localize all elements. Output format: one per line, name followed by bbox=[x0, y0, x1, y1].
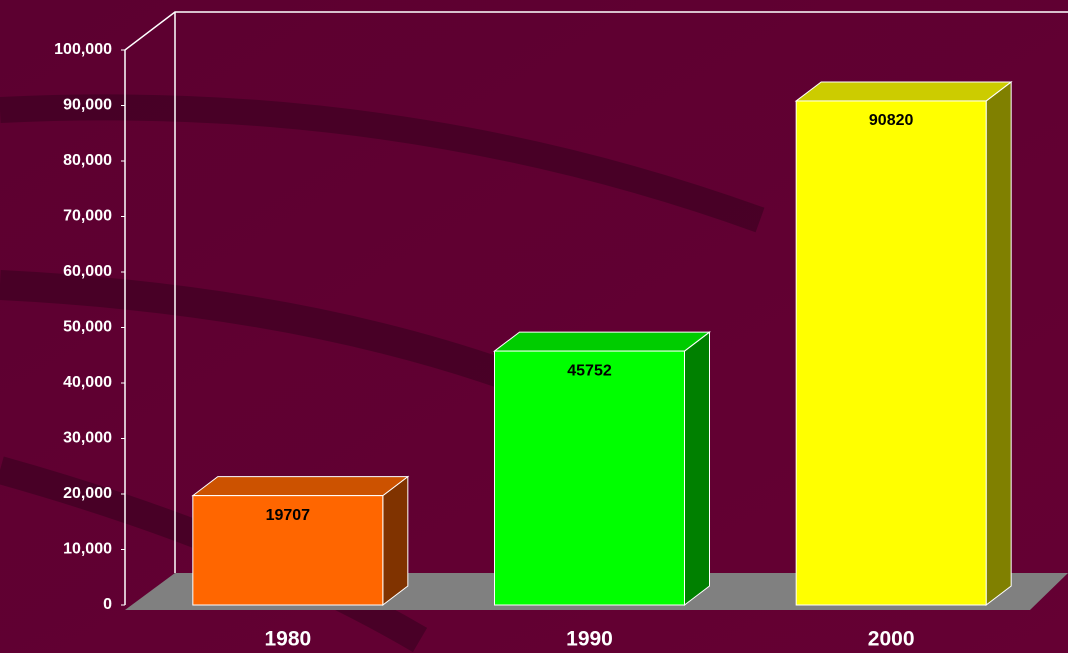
bar bbox=[494, 350, 685, 606]
y-tick-label: 10,000 bbox=[63, 541, 112, 558]
y-tick-label: 80,000 bbox=[63, 152, 112, 169]
y-tick-label: 50,000 bbox=[63, 319, 112, 336]
bar-side bbox=[684, 331, 710, 607]
bar-top bbox=[493, 331, 711, 352]
y-tick-label: 60,000 bbox=[63, 263, 112, 280]
y-tick-label: 100,000 bbox=[54, 41, 112, 58]
bar bbox=[192, 495, 384, 606]
swoosh bbox=[0, 270, 526, 395]
value-label: 90820 bbox=[869, 112, 914, 129]
x-tick-label: 2000 bbox=[868, 628, 915, 651]
x-tick-label: 1990 bbox=[566, 628, 613, 651]
value-label: 45752 bbox=[567, 362, 612, 379]
bar-side bbox=[985, 80, 1012, 607]
y-tick-label: 40,000 bbox=[63, 374, 112, 391]
value-label: 19707 bbox=[266, 507, 311, 524]
bar bbox=[795, 100, 987, 606]
y-tick-label: 30,000 bbox=[63, 430, 112, 447]
y-tick-label: 0 bbox=[103, 596, 112, 613]
y-tick-label: 70,000 bbox=[63, 208, 112, 225]
y-tick-label: 20,000 bbox=[63, 485, 112, 502]
bar-top bbox=[191, 476, 410, 497]
y-tick-label: 90,000 bbox=[63, 97, 112, 114]
swoosh bbox=[0, 94, 765, 233]
x-tick-label: 1980 bbox=[264, 628, 311, 651]
bar-top bbox=[794, 81, 1013, 102]
bar-side bbox=[382, 475, 409, 607]
